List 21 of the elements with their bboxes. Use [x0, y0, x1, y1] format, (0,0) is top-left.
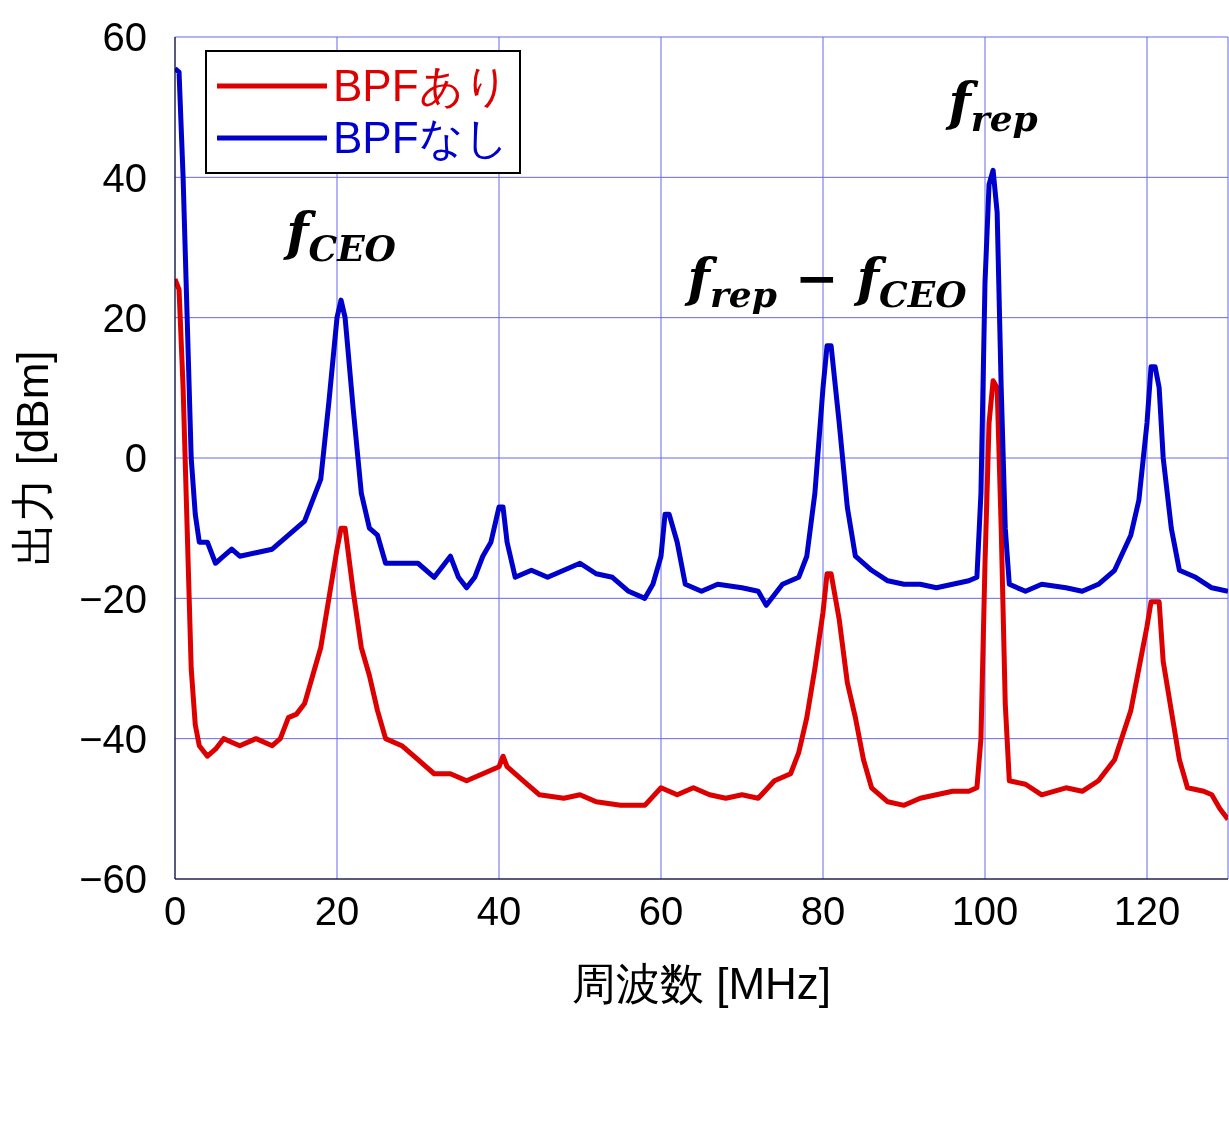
- x-tick-label: 100: [951, 889, 1019, 934]
- y-tick-label: −60: [79, 857, 147, 902]
- y-tick-label: −20: [79, 576, 147, 621]
- y-tick-label: 0: [124, 436, 147, 481]
- x-tick-label: 0: [163, 889, 187, 934]
- annotation: f$_{CEO}$: [282, 201, 397, 269]
- x-tick-label: 60: [638, 889, 684, 934]
- x-axis-title: 周波数 [MHz]: [571, 959, 832, 1008]
- annotation: f$_{rep}$ − f$_{CEO}$: [683, 246, 968, 315]
- y-axis-title: 出力 [dBm]: [7, 350, 57, 566]
- y-tick-label: −40: [79, 716, 147, 761]
- x-tick-label: 20: [314, 889, 360, 934]
- legend-label: BPFあり: [333, 60, 509, 110]
- y-tick-label: 60: [102, 15, 147, 60]
- x-tick-label: 40: [476, 889, 522, 934]
- x-tick-label: 80: [800, 889, 846, 934]
- legend-label: BPFなし: [333, 111, 509, 164]
- y-tick-label: 20: [102, 295, 147, 340]
- y-tick-label: 40: [102, 155, 147, 200]
- annotation: f$_{rep}$: [944, 71, 1038, 140]
- x-tick-label: 120: [1113, 889, 1181, 934]
